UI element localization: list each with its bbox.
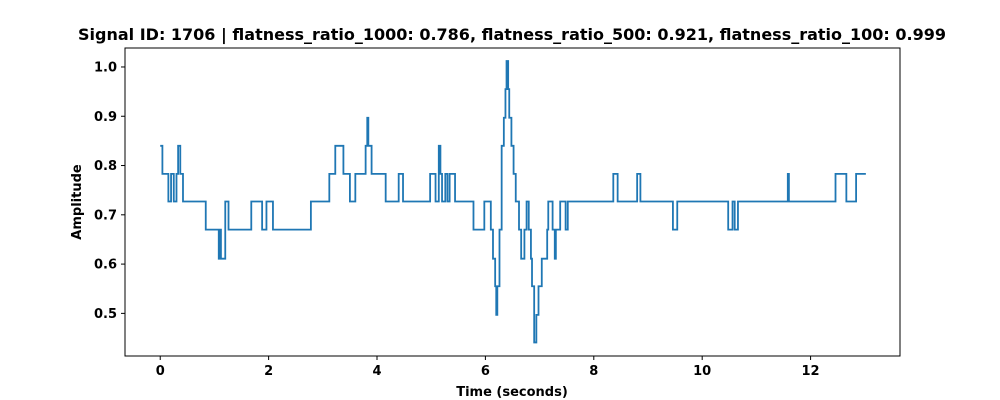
- x-tick-label: 2: [264, 364, 273, 379]
- x-tick-label: 8: [589, 364, 598, 379]
- x-tick-label: 10: [693, 364, 711, 379]
- x-tick-label: 12: [802, 364, 820, 379]
- chart-title: Signal ID: 1706 | flatness_ratio_1000: 0…: [78, 25, 946, 45]
- x-tick-label: 6: [481, 364, 490, 379]
- y-tick-label: 0.8: [94, 159, 117, 174]
- x-tick-label: 4: [372, 364, 381, 379]
- x-axis-label: Time (seconds): [456, 385, 568, 400]
- x-tick-label: 0: [156, 364, 165, 379]
- y-tick-label: 0.6: [94, 258, 117, 273]
- plot-area: [160, 60, 866, 344]
- y-axis-label: Amplitude: [70, 164, 85, 240]
- y-tick-label: 0.7: [94, 208, 117, 223]
- x-axis: 0 2 4 6 8 10 12: [156, 356, 820, 379]
- y-tick-label: 0.5: [94, 307, 117, 322]
- signal-series-line: [160, 60, 866, 344]
- plot-frame: [124, 47, 901, 357]
- y-tick-label: 0.9: [94, 110, 117, 125]
- y-axis: 0.5 0.6 0.7 0.8 0.9 1.0: [94, 60, 125, 322]
- y-tick-label: 1.0: [94, 60, 117, 75]
